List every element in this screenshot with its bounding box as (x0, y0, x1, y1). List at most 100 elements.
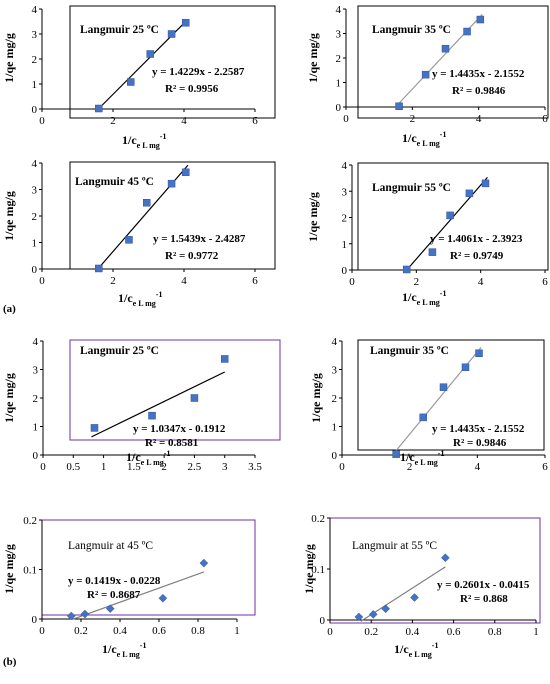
fit-r2: R² = 0.9846 (453, 437, 507, 449)
y-tick-label: 0.2 (23, 515, 37, 527)
data-point (95, 264, 103, 273)
y-axis-label: 1/qe mg/g (2, 33, 16, 83)
data-point (125, 236, 133, 244)
data-point (199, 558, 209, 568)
x-tick-label: 0 (327, 626, 333, 638)
data-point (80, 609, 90, 619)
chart-title: Langmuir at 45 ºC (68, 540, 153, 552)
fit-r2: R² = 0.8581 (145, 437, 198, 449)
data-point (146, 50, 155, 58)
chart-frame (69, 5, 276, 119)
chart-title: Langmuir 55 ºC (372, 182, 451, 194)
data-point (441, 553, 450, 563)
chart-panel-4: 0 1 2 3 4 0 2 4 6 Langmuir 55 ºC y = 1.4061x - 2.3… (306, 160, 549, 307)
data-point (142, 199, 151, 207)
x-tick-label: 0.5 (66, 461, 80, 473)
fit-equation: y = 1.5439x - 2.4287 (153, 233, 246, 245)
fit-equation: y = 1.4435x - 2.1552 (432, 423, 525, 435)
x-tick-label: 2.5 (188, 461, 202, 473)
x-tick-label: 6 (252, 115, 258, 127)
x-tick-label: 0.8 (488, 626, 502, 638)
x-tick-label: 4 (181, 115, 187, 127)
y-tick-label: 2 (336, 53, 342, 65)
chart-title: Langmuir 35 ºC (372, 24, 451, 36)
data-point (148, 411, 156, 420)
x-axis-label: 1/ce L mg-1 (126, 449, 170, 467)
x-tick-label: 0 (39, 115, 45, 127)
y-tick-label: 3 (336, 29, 342, 41)
x-tick-label: 0.2 (364, 626, 378, 638)
chart-panel-1: 0 1 2 3 4 0 2 4 6 Langmuir 25 ºC y = 1.4229x - 2.2… (2, 4, 276, 150)
fit-r2: R² = 0.9772 (165, 250, 219, 262)
y-tick-label: 3 (32, 185, 38, 197)
y-tick-label: 2 (32, 211, 38, 223)
data-point (66, 611, 76, 621)
y-tick-label: 2 (32, 54, 38, 66)
fit-equation: y = 1.4229x - 2.2587 (152, 66, 245, 78)
y-tick-label: 0 (32, 264, 38, 276)
data-point (158, 593, 168, 603)
data-point (182, 168, 190, 177)
x-tick-label: 2 (110, 275, 116, 287)
x-tick-label: 0.2 (74, 625, 88, 637)
y-tick-label: 0 (332, 450, 338, 462)
y-tick-label: 4 (336, 4, 342, 16)
chart-frame (69, 339, 281, 441)
x-tick-label: 3.5 (248, 461, 262, 473)
x-tick-label: 6 (542, 461, 548, 473)
y-tick-label: 0 (32, 104, 38, 116)
x-tick-label: 1.5 (127, 461, 141, 473)
x-tick-label: 0 (40, 461, 46, 473)
data-point (190, 394, 199, 402)
x-axis-label: 1/ce L mg-1 (402, 130, 446, 148)
fit-equation: y = 1.4435x - 2.1552 (432, 68, 525, 80)
chart-frame (357, 5, 549, 119)
y-tick-label: 3 (33, 365, 39, 377)
y-tick-label: 3 (342, 186, 348, 198)
y-tick-label: 2 (33, 393, 39, 405)
x-tick-label: 2 (407, 461, 413, 473)
y-tick-label: 1 (342, 239, 348, 251)
y-tick-label: 4 (342, 160, 348, 172)
data-point (465, 189, 474, 198)
y-tick-label: 2 (342, 213, 348, 225)
x-tick-label: 1 (234, 625, 240, 637)
data-point (392, 450, 400, 458)
x-tick-label: 1 (101, 461, 107, 473)
fit-r2: R² = 0.8687 (87, 589, 141, 601)
y-tick-label: 1 (332, 422, 338, 434)
chart-title: Langmuir 25 ºC (80, 345, 159, 357)
x-tick-label: 1 (533, 626, 539, 638)
x-tick-label: 4 (476, 113, 482, 125)
y-tick-label: 3 (332, 365, 338, 377)
trendline (72, 571, 205, 620)
y-tick-label: 1 (32, 79, 38, 91)
data-point (463, 27, 471, 36)
x-tick-label: 2 (110, 115, 116, 127)
y-tick-label: 0 (33, 450, 39, 462)
y-tick-label: 1 (336, 78, 342, 90)
data-point (354, 612, 364, 622)
x-tick-label: 6 (252, 275, 258, 287)
y-tick-label: 0.1 (23, 565, 37, 577)
x-tick-label: 0 (39, 625, 45, 637)
x-tick-label: 0.4 (113, 625, 127, 637)
x-tick-label: 0 (39, 275, 45, 287)
x-tick-label: 0 (343, 113, 349, 125)
x-axis-label: 1/ce L mg-1 (102, 641, 146, 659)
y-tick-label: 0 (320, 615, 326, 627)
data-point (419, 413, 427, 422)
data-point (441, 44, 450, 53)
data-point (127, 78, 135, 86)
chart-panel-8: 0 0.1 0.2 0 0.2 0.4 0.6 0.8 1 Langmuir at 55 ºC y … (302, 513, 541, 659)
x-tick-label: 0 (349, 276, 355, 288)
chart-panel-3: 0 1 2 3 4 0 2 4 6 Langmuir 45 ºC y = 1.5439x - 2.4… (2, 158, 276, 308)
fit-equation: y = 0.2601x - 0.0415 (437, 579, 530, 591)
x-axis-label: 1/ce L mg-1 (122, 132, 166, 150)
y-axis-label: 1/qe mg/g (309, 373, 323, 423)
data-point (461, 363, 470, 371)
y-tick-label: 0.2 (311, 513, 325, 525)
y-tick-label: 4 (332, 336, 338, 348)
